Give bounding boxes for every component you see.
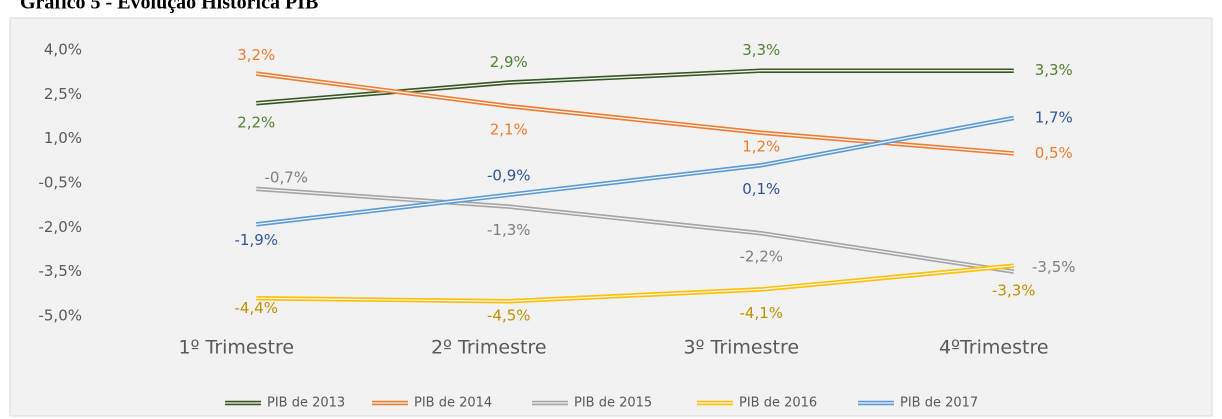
data-label: 3,2% (237, 46, 275, 64)
legend-label: PIB de 2015 (574, 396, 652, 411)
data-label: -1,3% (487, 221, 531, 239)
legend-label: PIB de 2016 (739, 396, 817, 411)
legend-label: PIB de 2013 (267, 396, 345, 411)
data-label: -0,7% (264, 168, 308, 186)
data-label: -4,1% (739, 304, 783, 322)
y-tick-label: 1,0% (44, 129, 82, 147)
series-line-inner (256, 188, 1014, 273)
x-tick-label: 1º Trimestre (178, 337, 294, 359)
data-label: 2,1% (490, 121, 528, 139)
x-tick-label: 4ºTrimestre (939, 337, 1049, 359)
y-tick-label: -5,0% (38, 307, 82, 325)
legend-label: PIB de 2014 (414, 396, 492, 411)
data-label: 2,9% (490, 53, 528, 71)
x-tick-label: 2º Trimestre (431, 337, 547, 359)
data-label: 0,5% (1035, 144, 1073, 162)
data-label: -3,3% (992, 281, 1036, 299)
data-label: -2,2% (739, 248, 783, 266)
data-label: -4,4% (234, 299, 278, 317)
y-tick-label: 4,0% (44, 41, 82, 59)
data-label: -1,9% (234, 231, 278, 249)
series-line-inner (256, 265, 1014, 302)
y-tick-label: 2,5% (44, 85, 82, 103)
y-tick-label: -0,5% (38, 174, 82, 192)
legend-label: PIB de 2017 (900, 396, 978, 411)
chart-title: Gráfico 5 - Evolução Histórica PIB (20, 0, 318, 14)
y-tick-label: -2,0% (38, 218, 82, 236)
series-line-inner (256, 70, 1014, 104)
data-label: -3,5% (1032, 258, 1076, 276)
data-label: 2,2% (237, 114, 275, 132)
y-tick-label: -3,5% (38, 262, 82, 280)
data-label: -4,5% (487, 307, 531, 325)
data-label: 0,1% (742, 180, 780, 198)
data-label: 3,3% (742, 41, 780, 59)
data-label: -0,9% (487, 166, 531, 184)
series-line-inner (256, 117, 1014, 226)
data-label: 1,7% (1035, 108, 1073, 126)
data-label: 1,2% (742, 137, 780, 155)
x-tick-label: 3º Trimestre (683, 337, 799, 359)
data-label: 3,3% (1035, 61, 1073, 79)
